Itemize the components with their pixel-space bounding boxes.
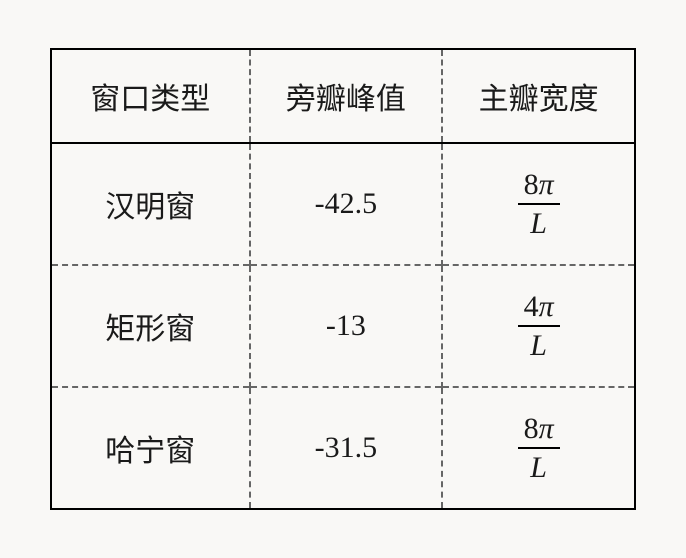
cell-width: 4π L [442, 265, 635, 387]
fraction-numerator: 4π [518, 290, 560, 325]
fraction-numerator: 8π [518, 412, 560, 447]
col-header-sidelobe: 旁瓣峰值 [250, 49, 443, 143]
cell-name: 矩形窗 [51, 265, 250, 387]
col-header-type: 窗口类型 [51, 49, 250, 143]
cell-name: 汉明窗 [51, 143, 250, 265]
fraction: 4π L [518, 290, 560, 362]
cell-peak: -42.5 [250, 143, 443, 265]
cell-width: 8π L [442, 143, 635, 265]
fraction-denominator: L [518, 325, 560, 362]
table-row: 汉明窗 -42.5 8π L [51, 143, 635, 265]
fraction: 8π L [518, 412, 560, 484]
cell-peak: -13 [250, 265, 443, 387]
col-header-mainlobe: 主瓣宽度 [442, 49, 635, 143]
fraction-denominator: L [518, 203, 560, 240]
fraction-numerator: 8π [518, 168, 560, 203]
fraction: 8π L [518, 168, 560, 240]
table-header-row: 窗口类型 旁瓣峰值 主瓣宽度 [51, 49, 635, 143]
fraction-denominator: L [518, 447, 560, 484]
table-row: 矩形窗 -13 4π L [51, 265, 635, 387]
cell-name: 哈宁窗 [51, 387, 250, 509]
cell-peak: -31.5 [250, 387, 443, 509]
cell-width: 8π L [442, 387, 635, 509]
window-function-table: 窗口类型 旁瓣峰值 主瓣宽度 汉明窗 -42.5 8π L 矩形窗 -13 4π… [50, 48, 636, 510]
table-row: 哈宁窗 -31.5 8π L [51, 387, 635, 509]
